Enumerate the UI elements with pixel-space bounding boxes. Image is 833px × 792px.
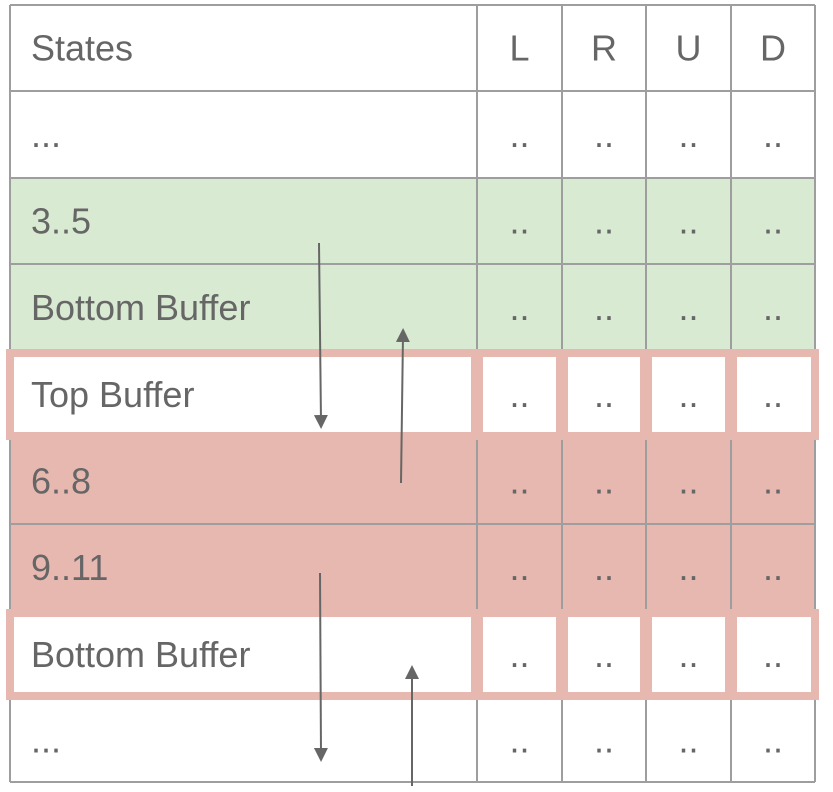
header-row-bg	[10, 5, 815, 91]
header-action: L	[509, 28, 529, 69]
row-action-value: ..	[763, 547, 783, 588]
row-state-label: 3..5	[31, 201, 91, 242]
arrow-down-2	[313, 572, 328, 762]
row-action-value: ..	[678, 461, 698, 502]
row-action-value: ..	[763, 287, 783, 328]
row-bg	[10, 264, 815, 351]
row-state-label: 6..8	[31, 461, 91, 502]
row-action-value: ..	[678, 720, 698, 761]
row-action-value: ..	[678, 287, 698, 328]
row-action-value: ..	[763, 201, 783, 242]
row-action-value: ..	[509, 201, 529, 242]
row-action-value: ..	[594, 720, 614, 761]
row-action-value: ..	[678, 201, 698, 242]
row-bg	[10, 524, 815, 611]
row-action-value: ..	[509, 461, 529, 502]
row-action-value: ..	[594, 461, 614, 502]
row-action-value: ..	[763, 374, 783, 415]
row-action-value: ..	[763, 114, 783, 155]
row-state-label: 9..11	[31, 547, 108, 588]
row-bg	[10, 438, 815, 524]
cell-texts: States L R U D......... .. 3..5...... .. Bottom …	[31, 28, 786, 761]
header-states: States	[31, 28, 133, 69]
header-action: U	[676, 28, 702, 69]
row-action-value: ..	[594, 634, 614, 675]
arrows	[313, 242, 419, 786]
row-bg	[10, 91, 815, 178]
row-action-value: ..	[509, 547, 529, 588]
highlight-cell-border	[729, 349, 819, 440]
row-action-value: ..	[594, 547, 614, 588]
row-action-value: ..	[763, 461, 783, 502]
row-bg	[10, 178, 815, 264]
highlight-cell-border	[729, 609, 819, 700]
arrow-up-1	[395, 328, 410, 484]
row-action-value: ..	[594, 374, 614, 415]
row-action-value: ..	[509, 114, 529, 155]
row-state-label: Bottom Buffer	[31, 287, 250, 328]
row-action-value: ..	[509, 287, 529, 328]
row-state-label: Top Buffer	[31, 374, 194, 415]
row-state-label: ...	[31, 114, 61, 155]
row-action-value: ..	[678, 114, 698, 155]
header-action: R	[591, 28, 617, 69]
row-action-value: ..	[594, 114, 614, 155]
row-action-value: ..	[763, 720, 783, 761]
row-action-value: ..	[763, 634, 783, 675]
row-action-value: ..	[678, 634, 698, 675]
row-action-value: ..	[678, 374, 698, 415]
row-state-label: ...	[31, 720, 61, 761]
row-state-label: Bottom Buffer	[31, 634, 250, 675]
row-action-value: ..	[509, 634, 529, 675]
row-action-value: ..	[678, 547, 698, 588]
row-action-value: ..	[509, 720, 529, 761]
row-action-value: ..	[594, 287, 614, 328]
row-action-value: ..	[509, 374, 529, 415]
arrow-down-1	[313, 242, 328, 429]
row-action-value: ..	[594, 201, 614, 242]
row-bg	[10, 351, 815, 438]
highlight-borders	[6, 349, 819, 700]
header-action: D	[760, 28, 786, 69]
